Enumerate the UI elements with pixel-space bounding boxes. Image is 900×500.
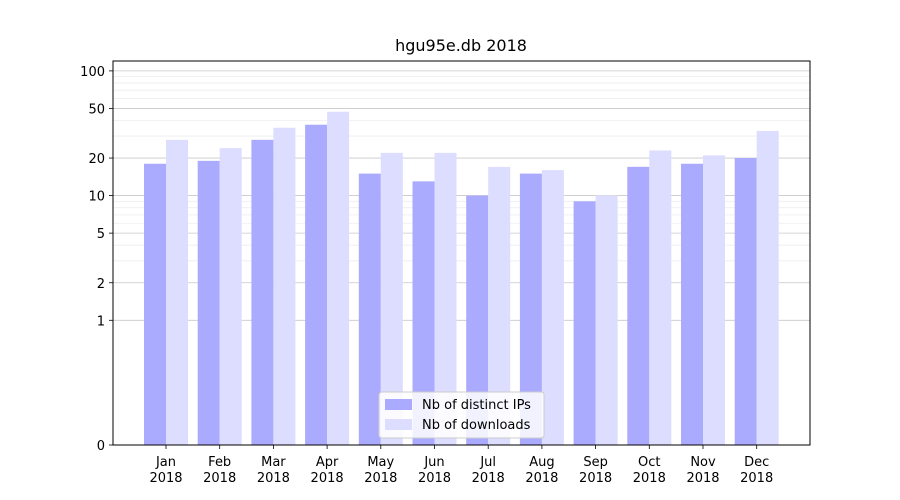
bar (703, 155, 725, 445)
x-tick-label-month: Jan (155, 455, 176, 470)
bar (434, 152, 457, 445)
bar (573, 201, 596, 445)
x-tick-label-month: Dec (744, 455, 769, 470)
x-tick-label-year: 2018 (633, 471, 666, 486)
bar (305, 124, 328, 445)
x-tick-label-month: Apr (316, 455, 339, 470)
x-tick-label-month: Jul (479, 455, 496, 470)
bar (197, 160, 220, 445)
y-tick-label: 100 (80, 65, 105, 80)
x-tick-label-month: Oct (638, 455, 660, 470)
bar (358, 173, 381, 445)
bar (219, 148, 242, 445)
x-tick-label-month: Sep (583, 455, 608, 470)
y-tick-label: 2 (97, 277, 105, 292)
bar (541, 170, 564, 445)
legend-swatch (385, 419, 412, 430)
axes-layer: Jan2018Feb2018Mar2018Apr2018May2018Jun20… (80, 60, 811, 486)
bar (649, 150, 672, 445)
bar (380, 152, 403, 445)
x-tick-label-year: 2018 (740, 471, 773, 486)
bar (144, 163, 166, 445)
x-tick-label-year: 2018 (472, 471, 505, 486)
plot-frame (112, 60, 811, 446)
bar (681, 163, 703, 445)
bar (166, 139, 188, 445)
legend: Nb of distinct IPs Nb of downloads (378, 391, 545, 439)
y-tick-label: 10 (88, 190, 105, 205)
bar (519, 173, 542, 445)
x-tick-label-year: 2018 (311, 471, 344, 486)
x-tick-label-month: Feb (208, 455, 231, 470)
bar (412, 181, 435, 445)
x-tick-label-year: 2018 (364, 471, 397, 486)
x-tick-label-year: 2018 (149, 471, 182, 486)
chart-title: hgu95e.db 2018 (395, 36, 527, 55)
x-tick-label-year: 2018 (257, 471, 290, 486)
x-tick-label-month: Mar (261, 455, 286, 470)
bar (273, 127, 296, 445)
bar (756, 130, 779, 445)
bar (251, 139, 274, 445)
y-tick-label: 20 (88, 152, 105, 167)
x-tick-label-year: 2018 (418, 471, 451, 486)
x-tick-label-month: Jun (423, 455, 444, 470)
x-tick-label-month: May (367, 455, 394, 470)
bar (734, 158, 757, 445)
x-tick-label-month: Aug (529, 455, 554, 470)
legend-label: Nb of distinct IPs (422, 398, 531, 413)
bar (466, 195, 489, 445)
bar (627, 166, 650, 445)
x-tick-label-year: 2018 (579, 471, 612, 486)
x-tick-label-year: 2018 (686, 471, 719, 486)
bar (488, 166, 511, 445)
y-tick-label: 1 (97, 314, 105, 329)
legend-box (378, 391, 545, 439)
x-tick-label-month: Nov (690, 455, 716, 470)
y-tick-label: 0 (97, 439, 105, 454)
y-tick-label: 5 (97, 227, 105, 242)
legend-swatch (385, 399, 412, 410)
bar (327, 111, 350, 445)
bar (595, 195, 618, 445)
y-tick-label: 50 (88, 102, 105, 117)
x-tick-label-year: 2018 (203, 471, 236, 486)
legend-label: Nb of downloads (422, 418, 531, 433)
x-tick-label-year: 2018 (525, 471, 558, 486)
bars-layer (144, 111, 779, 445)
